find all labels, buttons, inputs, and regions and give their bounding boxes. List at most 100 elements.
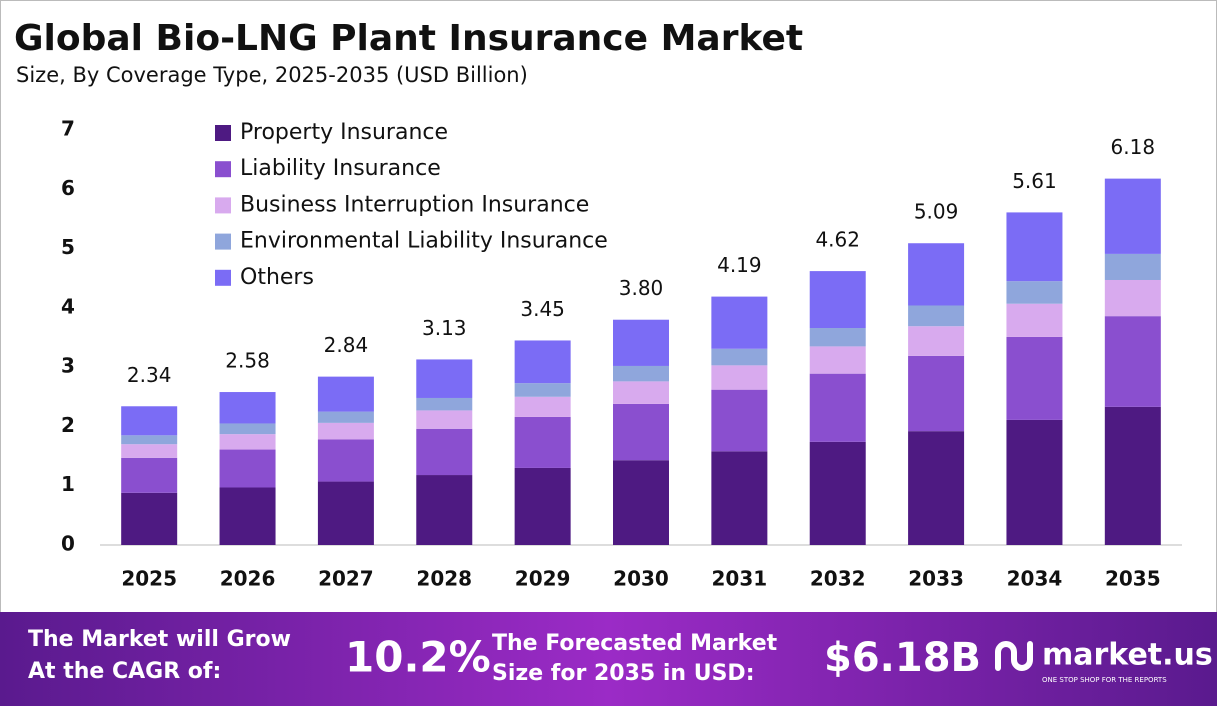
bar-segment [121,457,178,493]
legend-swatch [215,197,231,214]
bar-segment [809,328,866,347]
total-label: 5.61 [1012,169,1057,193]
chart-subtitle: Size, By Coverage Type, 2025-2035 (USD B… [16,63,528,87]
bar-segment [416,428,473,476]
legend-label: Environmental Liability Insurance [240,229,608,254]
footer-forecast-value: $6.18B [824,635,981,681]
bar-segment [711,389,768,452]
bar-segment [613,460,669,545]
total-label: 2.58 [225,349,270,373]
footer-cagr-text: The Market will Grow [28,627,291,652]
x-tick-label: 2027 [318,567,374,591]
bar-segment [416,359,473,398]
bar-segment [1104,406,1161,545]
chart-title: Global Bio-LNG Plant Insurance Market [14,18,803,59]
x-tick-label: 2030 [613,567,669,591]
bar-segment [908,431,965,545]
bar-segment [1006,281,1063,304]
bar-segment [613,403,669,461]
y-tick-label: 5 [61,235,75,259]
total-label: 5.09 [914,200,959,224]
total-label: 4.62 [815,228,860,252]
bar-segment [908,355,965,432]
y-tick-label: 1 [61,472,75,496]
bar-segment [317,411,374,423]
footer-forecast-text: The Forecasted Market [492,631,778,656]
bar-segment [416,475,473,545]
x-tick-label: 2029 [515,567,571,591]
x-tick-label: 2035 [1105,567,1161,591]
bar-segment [121,435,178,445]
bar-segment [514,467,571,545]
total-label: 3.13 [422,316,467,340]
bar-segment [1006,212,1063,282]
bar-segment [613,319,669,366]
bar-segment [317,481,374,545]
x-tick-label: 2028 [416,567,472,591]
x-tick-label: 2025 [121,567,177,591]
bar-segment [908,243,965,306]
bar-segment [1104,253,1161,280]
bar-segment [416,397,473,411]
footer-cagr-text: At the CAGR of: [28,659,221,684]
bar-segment [809,346,866,374]
bar-segment [711,348,768,366]
bar-segment [809,441,866,545]
bar-segment [219,434,276,450]
bar-segment [219,449,276,488]
y-tick-label: 7 [61,117,75,141]
bar-segment [1104,178,1161,254]
bar-segment [514,396,571,417]
bar-segment [121,492,178,545]
y-tick-label: 6 [61,176,75,200]
bar-segment [219,487,276,545]
bar-segment [613,381,669,404]
legend-label: Liability Insurance [240,156,441,181]
legend-label: Others [240,265,314,290]
total-label: 2.34 [127,363,172,387]
y-tick-label: 4 [61,294,75,318]
bar-segment [1104,279,1161,317]
brand-tagline: ONE STOP SHOP FOR THE REPORTS [1042,676,1167,684]
bar-segment [317,439,374,482]
bar-segment [1006,303,1063,337]
legend-swatch [215,125,231,141]
total-label: 4.19 [717,253,762,277]
total-label: 3.45 [520,297,565,321]
legend-swatch [215,161,231,178]
bar-segment [613,365,669,382]
footer-cagr: 10.2% [345,633,491,682]
bar-segment [317,376,374,412]
total-label: 3.80 [619,276,664,300]
bar-segment [416,410,473,429]
logo-mark [995,641,1033,671]
bar-segment [711,296,768,349]
bar-segment [514,383,571,397]
legend-label: Business Interruption Insurance [240,192,589,217]
brand: market.us [1042,638,1213,673]
total-label: 2.84 [324,333,369,357]
bar-segment [1006,419,1063,545]
bar-segment [121,444,178,458]
x-tick-label: 2026 [220,567,276,591]
bar-segment [219,423,276,435]
bar-segment [908,305,965,327]
bar-segment [121,406,178,436]
bar-segment [514,340,571,384]
x-tick-label: 2031 [712,567,768,591]
legend-label: Property Insurance [240,120,448,145]
legend-swatch [215,269,231,286]
bar-segment [711,365,768,390]
legend-swatch [215,233,231,250]
bar-segment [219,392,276,424]
x-tick-label: 2033 [908,567,964,591]
bar-segment [1104,316,1161,407]
x-tick-label: 2034 [1007,567,1063,591]
y-tick-label: 0 [61,532,75,556]
bar-segment [317,422,374,440]
bar-segment [809,373,866,442]
y-tick-label: 3 [61,354,75,378]
bar-segment [514,416,571,468]
